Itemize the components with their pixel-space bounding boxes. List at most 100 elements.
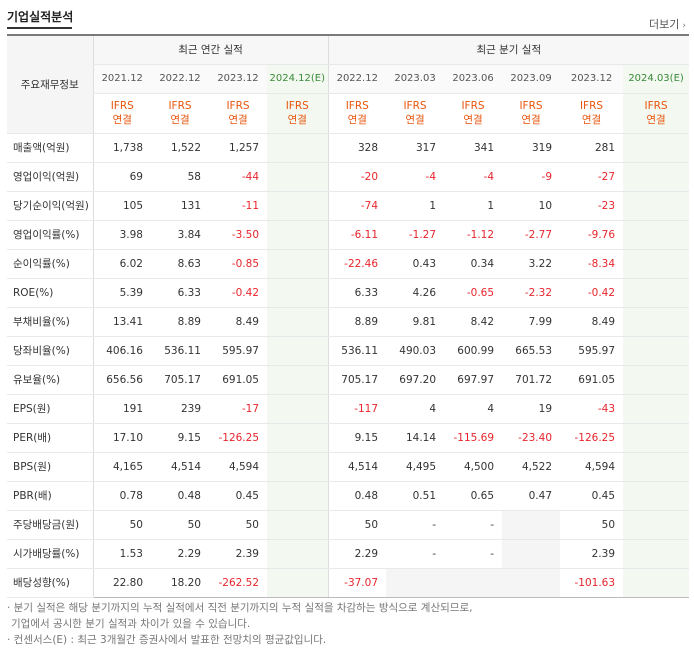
table-cell: -2.77 [502,219,561,250]
table-cell: 0.48 [151,481,209,511]
row-label: 영업이익(억원) [7,162,93,192]
period-header: 2023.03 [386,64,445,94]
table-cell: 19 [502,393,561,424]
table-cell [623,452,690,482]
table-cell: 595.97 [560,336,624,366]
table-cell: -1.12 [444,219,503,250]
table-cell [267,278,329,308]
table-row: 당좌비율(%) 406.16 536.11 595.97 536.11 490.03 600… [7,336,690,366]
table-cell: 8.89 [327,306,387,337]
table-cell: 50 [327,509,387,540]
row-label: 주당배당금(원) [7,509,93,540]
table-cell: -23 [560,191,624,221]
table-cell: 10 [502,191,561,221]
row-label: BPS(원) [7,452,93,482]
table-row: EPS(원) 191 239 -17 -117 4 4 19 -43 [7,393,690,424]
ifrs-label: IFRS 연결 [623,93,690,134]
row-label: 영업이익률(%) [7,219,93,250]
table-cell: 6.33 [327,278,387,308]
section-title: 기업실적분석 [7,10,74,24]
period-header: 2024.03(E) [623,64,690,94]
table-cell [623,336,690,366]
table-cell: 665.53 [502,336,561,366]
ifrs-label: IFRS 연결 [560,93,624,134]
note-line: · 컨센서스(E) : 최근 3개월간 증권사에서 발표한 전망치의 평균값입니… [7,634,327,646]
table-cell [623,365,690,395]
period-header: 2023.12 [560,64,624,94]
table-cell: -262.52 [209,568,267,598]
table-cell: -43 [560,393,624,424]
table-cell: 58 [151,162,209,192]
table-cell [623,481,690,511]
row-label: 당좌비율(%) [7,336,93,366]
table-cell: 2.39 [209,539,267,569]
quarter-group-header: 최근 분기 실적 [327,34,690,65]
table-cell: -1.27 [386,219,445,250]
table-cell: 4.26 [386,278,445,308]
table-cell [623,423,690,453]
table-cell: 691.05 [560,365,624,395]
table-cell: -9.76 [560,219,624,250]
table-cell: 17.10 [92,423,151,453]
table-cell: 4,514 [327,452,387,482]
table-cell: 14.14 [386,423,445,453]
table-row: PBR(배) 0.78 0.48 0.45 0.48 0.51 0.65 0.47 0.45 [7,481,690,511]
table-row: 부채비율(%) 13.41 8.89 8.49 8.89 9.81 8.42 7.99 8.49 [7,306,690,337]
table-cell [267,509,329,540]
table-cell: -2.32 [502,278,561,308]
table-cell: 4 [386,393,445,424]
ifrs-label: IFRS 연결 [502,93,561,134]
table-cell: 0.45 [560,481,624,511]
table-cell [267,336,329,366]
table-cell: 0.47 [502,481,561,511]
row-label: 당기순이익(억원) [7,191,93,221]
table-cell: 697.97 [444,365,503,395]
table-cell: 50 [92,509,151,540]
table-cell: 50 [560,509,624,540]
table-cell: 2.39 [560,539,624,569]
table-cell: -74 [327,191,387,221]
row-label: 매출액(억원) [7,133,93,163]
table-cell: 0.48 [327,481,387,511]
ifrs-label: IFRS 연결 [386,93,445,134]
period-header: 2023.06 [444,64,503,94]
table-cell: -126.25 [209,423,267,453]
table-cell: 4,522 [502,452,561,482]
table-cell [623,162,690,192]
table-cell: 8.63 [151,249,209,279]
table-row: 영업이익(억원) 69 58 -44 -20 -4 -4 -9 -27 [7,162,690,192]
table-cell: 0.34 [444,249,503,279]
row-label: PER(배) [7,423,93,453]
table-cell [623,249,690,279]
header-corner: 주요재무정보 [7,34,93,134]
table-cell [267,219,329,250]
table-cell [502,509,561,540]
table-cell: 691.05 [209,365,267,395]
table-cell [267,568,329,598]
table-cell [267,452,329,482]
more-label: 더보기 [649,18,680,31]
table-cell [623,133,690,163]
table-cell [267,365,329,395]
table-cell: -23.40 [502,423,561,453]
table-cell: 317 [386,133,445,163]
more-link[interactable]: 더보기 › [649,16,686,32]
ifrs-label: IFRS 연결 [444,93,503,134]
table-cell: 705.17 [327,365,387,395]
table-cell: 490.03 [386,336,445,366]
table-cell [386,568,445,598]
table-cell: - [386,539,445,569]
row-label: EPS(원) [7,393,93,424]
table-cell: 69 [92,162,151,192]
table-row: 영업이익률(%) 3.98 3.84 -3.50 -6.11 -1.27 -1.12 -2.7… [7,219,690,250]
ifrs-label: IFRS 연결 [151,93,209,134]
table-cell: -17 [209,393,267,424]
table-cell: -126.25 [560,423,624,453]
table-cell [267,191,329,221]
ifrs-label: IFRS 연결 [327,93,387,134]
table-cell: 2.29 [327,539,387,569]
table-cell: 105 [92,191,151,221]
table-cell: 2.29 [151,539,209,569]
table-cell: 3.98 [92,219,151,250]
table-cell: 319 [502,133,561,163]
